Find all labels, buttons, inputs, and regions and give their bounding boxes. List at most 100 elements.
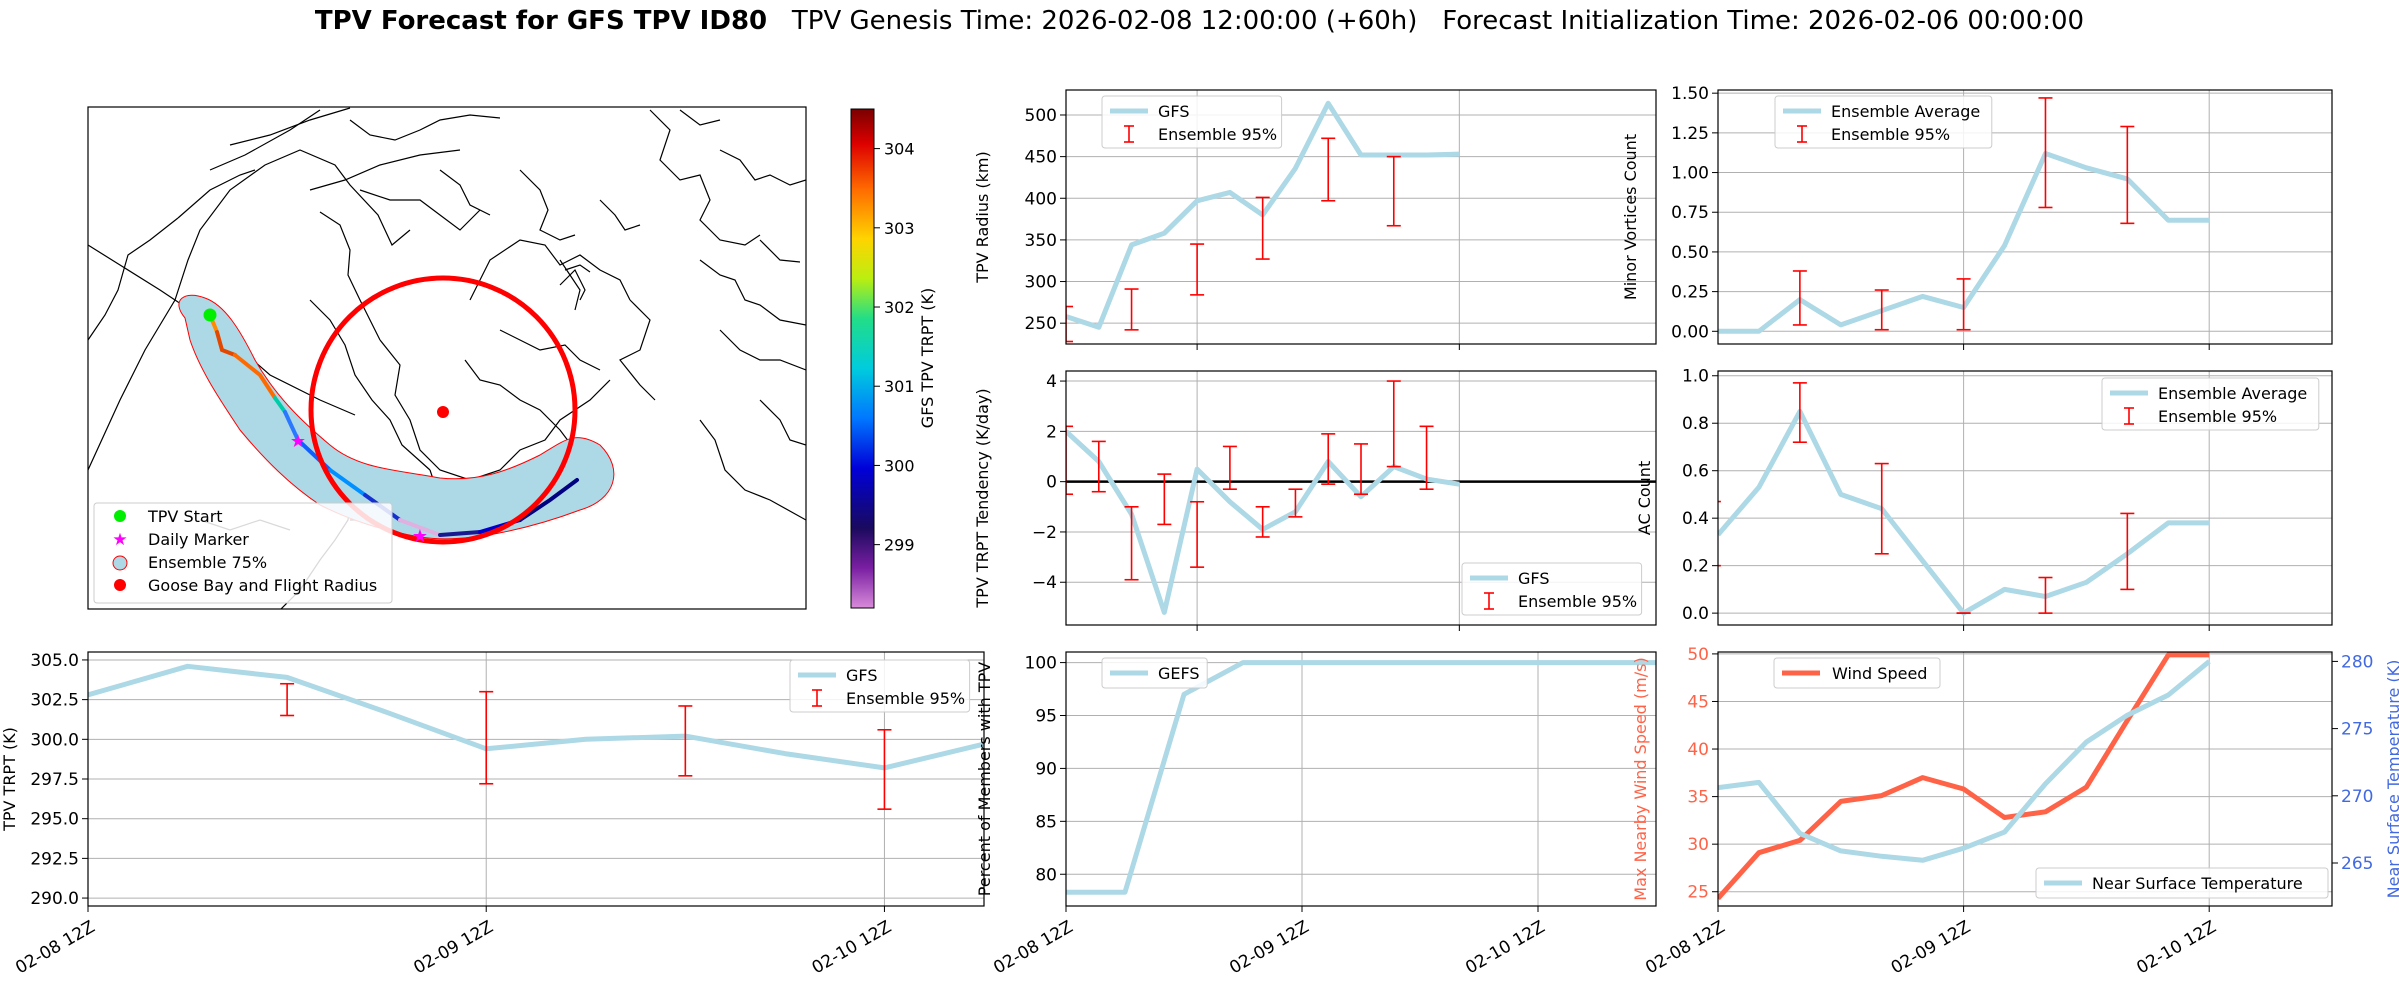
plot-area (1718, 97, 2210, 334)
legend: GEFS (1101, 657, 1208, 689)
legend-label: Ensemble 95% (846, 689, 965, 708)
legend-label: GFS (846, 666, 877, 685)
legend-wind: Wind Speed (1773, 657, 1941, 689)
y-tick-label: 1.00 (1671, 164, 1709, 184)
chart-tendency: −4 −2 0 2 4 TPV TRPT Tendency (K/day) GFS Ensem… (973, 370, 1657, 631)
chart-members: 80 85 90 95 100 02-08 12Z 02-09 12Z 02-10 12Z Pe… (975, 651, 1657, 978)
x-tick-label: 02-10 12Z (1462, 917, 1548, 978)
y-tick-label: 1.50 (1671, 84, 1709, 104)
legend-label: GFS (1518, 569, 1549, 588)
goose-bay-marker (437, 406, 449, 418)
y-tick-label: 95 (1035, 707, 1057, 727)
y-tick-label: 0.2 (1682, 557, 1709, 577)
legend-goose-label: Goose Bay and Flight Radius (148, 576, 377, 595)
x-tick-label: 02-08 12Z (990, 917, 1076, 978)
y-tick-label: 25 (1687, 883, 1709, 903)
tpv-start-marker (203, 308, 217, 322)
x-tick-label: 02-10 12Z (2133, 917, 2219, 978)
title-bold: TPV Forecast for GFS TPV ID80 (314, 6, 768, 36)
plot-frame (1065, 651, 1657, 907)
legend-daily-label: Daily Marker (148, 530, 249, 549)
plot-frame (1717, 651, 2333, 907)
legend-label: Ensemble 95% (2158, 407, 2277, 426)
y2-tick-label: 265 (2341, 854, 2373, 874)
legend-label: Ensemble 95% (1831, 125, 1950, 144)
y-tick-label: 0.6 (1682, 462, 1709, 482)
flight-radius-circle (308, 275, 578, 545)
y-tick-label: 0 (1046, 473, 1057, 493)
title-rest: TPV Genesis Time: 2026-02-08 12:00:00 (+… (767, 6, 2085, 36)
y2-tick-label: 280 (2341, 652, 2373, 672)
y-tick-label: 80 (1035, 865, 1057, 885)
y-tick-label: −2 (1032, 523, 1057, 543)
colorbar-ticks: 299 300 301 302 303 304 (874, 140, 915, 555)
y-tick-label: −4 (1032, 573, 1057, 593)
daily-marker-1: ★ (290, 431, 306, 452)
plot-background (1718, 652, 2332, 906)
y-tick-label: 305.0 (30, 651, 79, 671)
y-tick-label: 50 (1687, 645, 1709, 665)
plot-area (1066, 660, 1656, 895)
chart-radius: 250 300 350 400 450 500 TPV Radius (km) GFS Ense… (973, 89, 1657, 350)
y2-tick-label: 270 (2341, 787, 2373, 807)
chart-trpt: 290.0 292.5 295.0 297.5 300.0 302.5 305.0 02-08… (0, 651, 985, 978)
y-tick-label: 0.25 (1671, 283, 1709, 303)
plot-frame (1717, 89, 2333, 345)
series-line-near-surface-temperature (1718, 659, 2211, 863)
y-tick-label: 85 (1035, 812, 1057, 832)
legend-ensemble-swatch (112, 555, 128, 571)
y-tick-label: 292.5 (30, 849, 79, 869)
y-tick-label: 0.0 (1682, 604, 1709, 624)
colorbar-tick-label: 303 (884, 219, 915, 238)
y-tick-label: 1.0 (1682, 367, 1709, 387)
plot-frame (1717, 370, 2333, 626)
plot-frame (1065, 370, 1657, 626)
legend: GFS Ensemble 95% (1101, 95, 1283, 149)
legend: GFS Ensemble 95% (1461, 562, 1643, 616)
series-line-gfs (88, 663, 984, 771)
y-tick-label: 30 (1687, 835, 1709, 855)
x-tick-label: 02-08 12Z (1642, 917, 1728, 978)
legend: Ensemble Average Ensemble 95% (1774, 95, 1993, 149)
y-tick-label: 0.8 (1682, 414, 1709, 434)
y-tick-label: 350 (1025, 231, 1057, 251)
x-tick-label: 02-09 12Z (410, 917, 496, 978)
y-tick-label: 0.50 (1671, 243, 1709, 263)
ensemble-75-area (178, 294, 615, 540)
y-tick-label: 300.0 (30, 730, 79, 750)
y-tick-label: 250 (1025, 314, 1057, 334)
plot-area (1718, 652, 2211, 901)
y-axis-label: AC Count (1635, 461, 1654, 535)
y-tick-label: 4 (1046, 372, 1057, 392)
colorbar-label: GFS TPV TRPT (K) (918, 288, 937, 428)
legend-start-label: TPV Start (147, 507, 223, 526)
y-tick-label: 40 (1687, 740, 1709, 760)
y-tick-label: 450 (1025, 148, 1057, 168)
chart-wind-temperature: 25 30 35 40 45 50 265 270 275 280 Near Surface Tem… (1631, 645, 2399, 978)
daily-marker-2: ★ (412, 526, 428, 547)
y2-tick-label: 275 (2341, 720, 2373, 740)
x-tick-label: 02-09 12Z (1226, 917, 1312, 978)
chart-ac-count: 0.0 0.2 0.4 0.6 0.8 1.0 AC Count Ensemble Avera… (1635, 367, 2333, 631)
legend-ensemble-label: Ensemble 75% (148, 553, 267, 572)
y-axis-label: TPV TRPT Tendency (K/day) (973, 388, 992, 608)
colorbar-tick-label: 304 (884, 140, 915, 159)
y-axis-label: Max Nearby Wind Speed (m/s) (1631, 657, 1650, 900)
plot-area (1066, 100, 1460, 343)
y-axis-label: TPV TRPT (K) (0, 727, 19, 832)
legend-temperature: Near Surface Temperature (2035, 867, 2329, 899)
legend: Ensemble Average Ensemble 95% (2101, 377, 2320, 431)
plot-background (1066, 652, 1656, 906)
map-panel: ★ ★ TPV Start ★ Daily Marker Ensemble 75… (87, 106, 807, 610)
figure-title: TPV Forecast for GFS TPV ID80 TPV Genesi… (0, 6, 2399, 36)
plot-area (1066, 380, 1656, 615)
x-tick-label: 02-09 12Z (1888, 917, 1974, 978)
y-tick-label: 0.4 (1682, 509, 1709, 529)
y-axis-label: Percent of Members with TPV (975, 662, 994, 896)
y-tick-label: 297.5 (30, 770, 79, 790)
legend-start-swatch (114, 510, 126, 522)
legend-daily-swatch: ★ (112, 530, 127, 550)
x-tick-label: 02-08 12Z (12, 917, 98, 978)
y-tick-label: 290.0 (30, 889, 79, 909)
y-tick-label: 90 (1035, 759, 1057, 779)
